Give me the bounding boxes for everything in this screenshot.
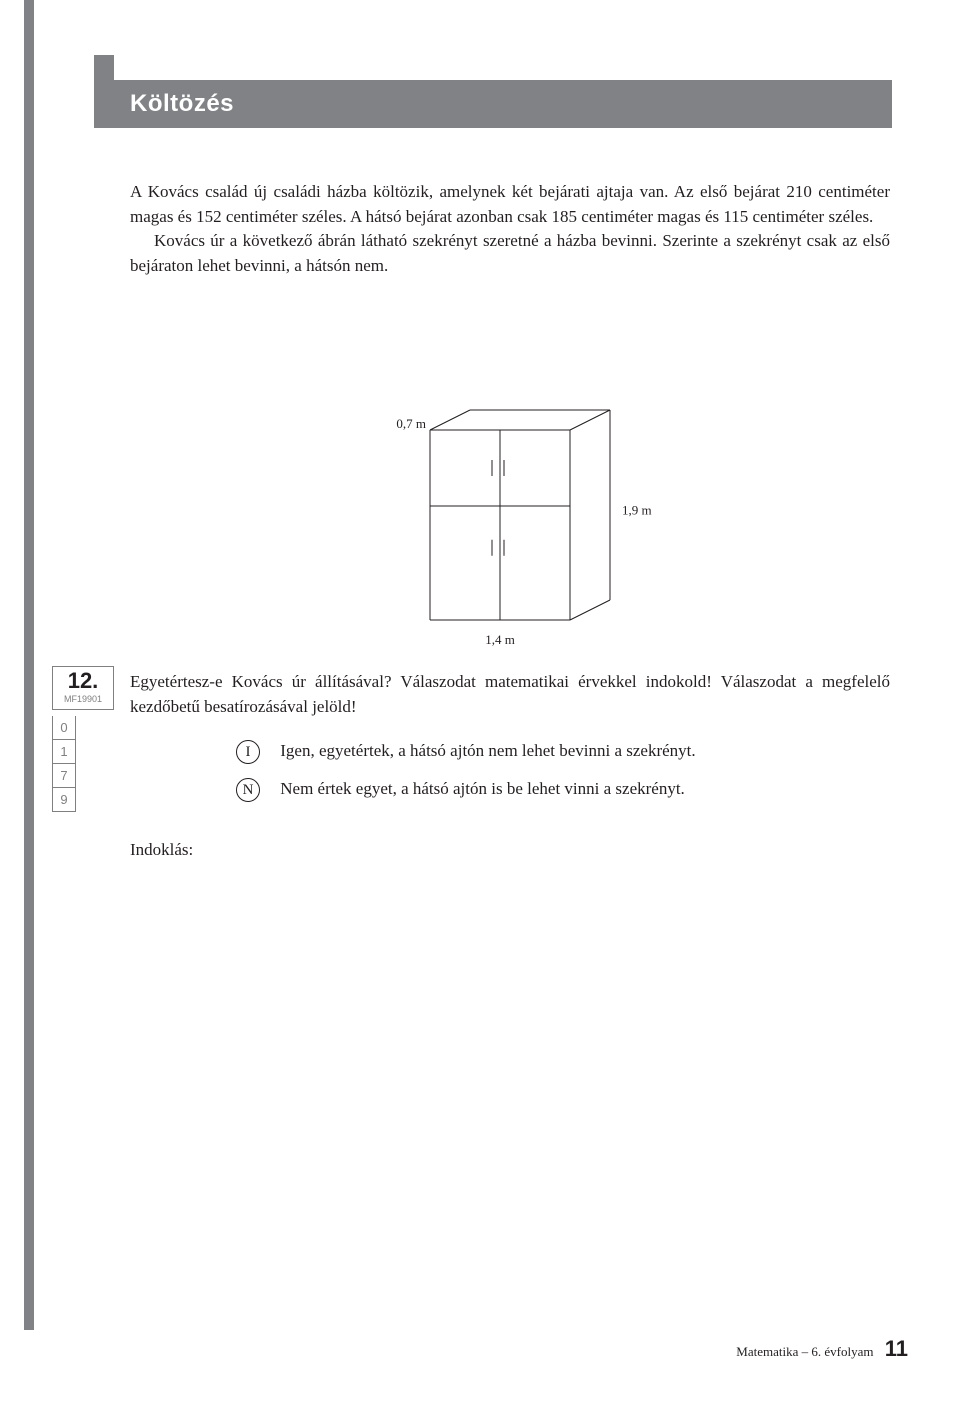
- score-cell[interactable]: 9: [52, 788, 76, 812]
- paragraph-1: A Kovács család új családi házba költözi…: [130, 182, 890, 226]
- option-letter-I[interactable]: I: [236, 740, 260, 764]
- wardrobe-svg: 0,7 m 1,9 m 1,4 m: [380, 390, 680, 650]
- question-number-box: 12. MF19901 0 1 7 9: [52, 666, 114, 812]
- answer-option-N[interactable]: N Nem értek egyet, a hátsó ajtón is be l…: [236, 778, 685, 802]
- option-text-N: Nem értek egyet, a hátsó ajtón is be leh…: [280, 779, 685, 798]
- wardrobe-diagram: 0,7 m 1,9 m 1,4 m: [380, 390, 680, 650]
- svg-text:1,9 m: 1,9 m: [622, 503, 652, 518]
- question-code: MF19901: [53, 694, 113, 704]
- problem-text: A Kovács család új családi házba költözi…: [130, 180, 890, 279]
- page-footer: Matematika – 6. évfolyam 11: [736, 1336, 908, 1362]
- svg-text:0,7 m: 0,7 m: [396, 416, 426, 431]
- option-letter-N[interactable]: N: [236, 778, 260, 802]
- svg-text:1,4 m: 1,4 m: [485, 632, 515, 647]
- question-number-value: 12.: [53, 670, 113, 692]
- question-number: 12. MF19901: [52, 666, 114, 710]
- score-cell[interactable]: 0: [52, 716, 76, 740]
- page-title: Költözés: [130, 90, 234, 118]
- footer-subject: Matematika – 6. évfolyam: [736, 1344, 873, 1359]
- score-cell[interactable]: 1: [52, 740, 76, 764]
- paragraph-2: Kovács úr a következő ábrán látható szek…: [130, 229, 890, 278]
- question-text: Egyetértesz-e Kovács úr állításával? Vál…: [130, 670, 890, 719]
- score-cell[interactable]: 7: [52, 764, 76, 788]
- footer-page-number: 11: [885, 1336, 908, 1361]
- option-text-I: Igen, egyetértek, a hátsó ajtón nem lehe…: [280, 741, 695, 760]
- answer-option-I[interactable]: I Igen, egyetértek, a hátsó ajtón nem le…: [236, 740, 696, 764]
- justification-label: Indoklás:: [130, 840, 193, 860]
- left-margin-bar: [24, 0, 34, 1330]
